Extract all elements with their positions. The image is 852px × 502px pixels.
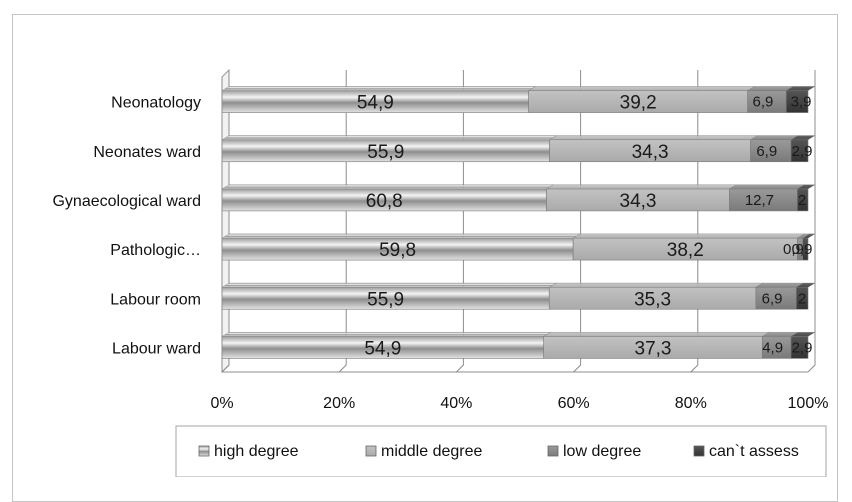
- bar-top-high-degree: [221, 282, 557, 288]
- data-label-low-degree: 4,9: [762, 339, 783, 356]
- gridline: [456, 70, 464, 373]
- data-label-high-degree: 60,8: [366, 191, 403, 212]
- gridline: [807, 70, 816, 373]
- bar-top-low-degree: [746, 86, 794, 91]
- data-label-middle-degree: 39,2: [620, 93, 657, 114]
- bar-top-high-degree: [221, 86, 537, 91]
- stacked-bar-chart: 54,9 37,3 4,9 2,9 55,9 35,3 6,9 2 59,8 38,2 0,90,9…: [52, 68, 829, 477]
- x-tick-label: 20%: [323, 395, 355, 412]
- bar-top-low-degree: [728, 184, 806, 190]
- legend-box: [175, 425, 827, 477]
- bar-top-can-t-assess: [801, 233, 816, 239]
- x-tick-label: 0%: [210, 395, 233, 412]
- data-label-high-degree: 54,9: [357, 93, 394, 114]
- bar-top-middle-degree: [542, 332, 771, 337]
- data-label-can-t-assess: 2: [798, 192, 806, 209]
- bar-top-middle-degree: [572, 233, 806, 239]
- gridline: [690, 70, 699, 373]
- data-label-can-t-assess: 2,9: [792, 339, 813, 356]
- bar-top-high-degree: [221, 184, 555, 190]
- category-label: Neonatology: [111, 95, 201, 112]
- gridline: [573, 70, 582, 373]
- data-label-middle-degree: 35,3: [634, 289, 671, 310]
- bar-top-middle-degree: [545, 184, 738, 190]
- legend-label-can-t-assess: can`t assess: [709, 443, 799, 460]
- category-label: Labour room: [110, 291, 201, 308]
- data-label-high-degree: 55,9: [367, 142, 404, 163]
- data-label-high-degree: 59,8: [379, 240, 416, 261]
- data-label-low-degree: 0,9: [783, 241, 804, 258]
- bar-top-can-t-assess: [796, 184, 816, 190]
- x-tick-label: 80%: [675, 395, 707, 412]
- category-label: Neonates ward: [93, 144, 201, 161]
- legend-key-high-degree: [198, 445, 210, 457]
- data-label-can-t-assess: 3,9: [791, 94, 812, 111]
- data-label-middle-degree: 37,3: [635, 338, 672, 359]
- x-tick-label: 100%: [788, 395, 829, 412]
- gridline: [221, 70, 230, 373]
- data-label-low-degree: 6,9: [762, 290, 783, 307]
- category-label: Labour ward: [112, 340, 201, 357]
- data-label-low-degree: 12,7: [745, 192, 774, 209]
- bar-top-low-degree: [749, 135, 799, 140]
- category-label: Gynaecological ward: [52, 193, 201, 210]
- legend-key-middle-degree: [365, 445, 377, 457]
- x-tick-label: 40%: [440, 395, 472, 412]
- legend-label-high-degree: high degree: [214, 443, 299, 460]
- bar-top-high-degree: [221, 233, 581, 239]
- category-label: Pathologic…: [110, 242, 201, 259]
- data-label-can-t-assess: 2: [798, 290, 806, 307]
- data-label-low-degree: 6,9: [756, 143, 777, 160]
- bar-top-can-t-assess: [790, 332, 816, 337]
- bar-top-middle-degree: [548, 282, 764, 288]
- bar-top-can-t-assess: [785, 86, 816, 91]
- legend-key-can-t-assess: [693, 445, 705, 457]
- data-label-middle-degree: 34,3: [632, 142, 669, 163]
- bar-top-high-degree: [221, 135, 558, 140]
- legend-label-middle-degree: middle degree: [381, 443, 483, 460]
- data-label-high-degree: 54,9: [364, 338, 401, 359]
- x-tick-label: 60%: [558, 395, 590, 412]
- data-label-low-degree: 6,9: [753, 94, 774, 111]
- gridline: [338, 70, 347, 373]
- data-label-can-t-assess: 2,9: [792, 143, 813, 160]
- data-label-middle-degree: 34,3: [620, 191, 657, 212]
- bar-top-middle-degree: [548, 135, 759, 140]
- data-label-high-degree: 55,9: [367, 289, 404, 310]
- bar-top-low-degree: [755, 282, 805, 288]
- legend-label-low-degree: low degree: [563, 443, 641, 460]
- bar-top-high-degree: [221, 332, 552, 337]
- bar-top-can-t-assess: [795, 282, 816, 288]
- data-label-can-t-assess: 0,9: [792, 241, 813, 258]
- data-label-middle-degree: 38,2: [667, 240, 704, 261]
- bar-top-middle-degree: [527, 86, 756, 91]
- side-wall: [221, 68, 230, 374]
- legend-key-low-degree: [547, 445, 559, 457]
- bar-top-can-t-assess: [790, 135, 816, 140]
